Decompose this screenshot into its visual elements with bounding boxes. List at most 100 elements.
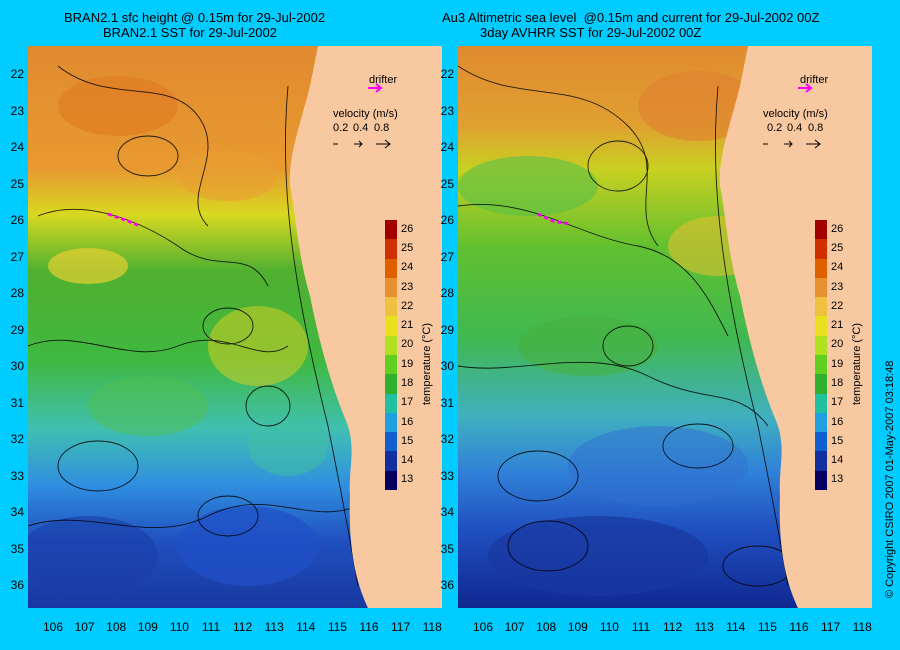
lon-label-right-115: 115: [757, 620, 777, 634]
colorbar-tick-left: 13: [401, 473, 414, 486]
lat-label-left-22: 22: [10, 67, 24, 81]
lon-label-left-106: 106: [42, 620, 64, 634]
colorbar-tick-right: 18: [831, 376, 844, 389]
drifter-track-left: [107, 212, 141, 228]
lat-label-left-23: 23: [10, 103, 24, 118]
colorbar-swatch-left: [385, 220, 397, 240]
colorbar-tick-right: 16: [831, 415, 844, 428]
colorbar-swatch-left: [385, 316, 397, 337]
velocity-legend-arrows-left: [333, 139, 391, 149]
lon-label-left-111: 111: [201, 620, 221, 634]
lat-label-left-28: 28: [10, 286, 24, 300]
lat-label-right-35: 35: [440, 541, 454, 556]
lon-label-left-118: 118: [422, 620, 442, 634]
velocity-scale-left-3: 0.8: [374, 122, 390, 134]
colorbar-tick-left: 14: [401, 454, 414, 467]
lon-label-right-117: 117: [821, 620, 841, 634]
lat-label-left-24: 24: [10, 140, 24, 154]
colorbar-swatch-right: [815, 335, 827, 356]
lat-label-right-32: 32: [440, 432, 454, 446]
lat-label-left-32: 32: [10, 432, 24, 446]
colorbar-tick-left: 23: [401, 280, 414, 293]
lat-label-left-31: 31: [10, 395, 24, 410]
colorbar-swatch-left: [385, 432, 397, 452]
lat-label-right-23: 23: [440, 103, 454, 118]
lon-label-right-107: 107: [504, 620, 525, 634]
colorbar-tick-right: 22: [831, 299, 844, 312]
lon-label-left-110: 110: [169, 620, 189, 634]
colorbar-tick-right: 21: [831, 319, 844, 332]
colorbar-swatch-left: [385, 451, 397, 472]
colorbar-tick-left: 24: [401, 261, 414, 274]
lon-label-right-112: 112: [663, 620, 683, 634]
drifter-label-left: drifter: [369, 74, 398, 86]
colorbar-tick-left: 17: [401, 396, 414, 409]
lat-label-right-25: 25: [440, 176, 454, 191]
colorbar-swatch-right: [815, 277, 827, 298]
velocity-scale-right-3: 0.8: [808, 122, 824, 134]
lat-label-right-36: 36: [440, 578, 454, 592]
lon-label-right-118: 118: [852, 620, 872, 634]
right-title-line2: 3day AVHRR SST for 29-Jul-2002 00Z: [480, 25, 702, 40]
colorbar-swatch-right: [815, 258, 827, 279]
right-sst-map: [458, 46, 872, 608]
lon-label-right-111: 111: [631, 620, 651, 634]
lat-label-left-36: 36: [10, 578, 24, 592]
colorbar-tick-left: 25: [401, 241, 414, 254]
colorbar-swatch-right: [815, 374, 827, 395]
copyright-notice: © Copyright CSIRO 2007 01-May-2007 03:18…: [884, 360, 896, 598]
colorbar-swatch-left: [385, 412, 397, 433]
colorbar-swatch-left: [385, 355, 397, 375]
colorbar-swatch-right: [815, 355, 827, 375]
colorbar-swatch-right: [815, 316, 827, 337]
colorbar-swatch-left: [385, 239, 397, 260]
colorbar-tick-right: 17: [831, 396, 844, 409]
colorbar-swatch-left: [385, 335, 397, 356]
lat-label-right-22: 22: [440, 67, 454, 81]
colorbar-swatch-left: [385, 374, 397, 395]
lat-label-right-24: 24: [440, 140, 454, 154]
colorbar-tick-left: 22: [401, 299, 414, 312]
lon-label-right-110: 110: [599, 620, 619, 634]
lon-label-right-108: 108: [536, 620, 557, 634]
colorbar-swatch-left: [385, 470, 397, 491]
lat-label-right-26: 26: [440, 213, 454, 227]
lat-label-right-31: 31: [440, 395, 454, 410]
lon-label-left-109: 109: [137, 620, 158, 634]
colorbar-tick-right: 13: [831, 473, 844, 486]
velocity-label-left: velocity (m/s): [333, 108, 398, 120]
colorbar-tick-left: 20: [401, 338, 414, 351]
lat-label-left-25: 25: [10, 176, 24, 191]
australia-landmass-right: [719, 46, 872, 608]
colorbar-swatch-left: [385, 258, 397, 279]
lon-label-left-115: 115: [327, 620, 347, 634]
colorbar-tick-right: 26: [831, 222, 844, 235]
lon-label-left-114: 114: [296, 620, 316, 634]
velocity-legend-arrows-right: [763, 139, 821, 149]
lon-label-left-107: 107: [74, 620, 95, 634]
lat-label-left-26: 26: [10, 213, 24, 227]
left-map-panel: [28, 46, 442, 608]
colorbar-tick-right: 19: [831, 357, 844, 370]
colorbar-swatch-left: [385, 277, 397, 298]
velocity-scale-left-1: 0.2: [333, 122, 349, 134]
left-title-line2: BRAN2.1 SST for 29-Jul-2002: [103, 25, 277, 40]
left-sst-map: [28, 46, 442, 608]
left-title-line1: BRAN2.1 sfc height @ 0.15m for 29-Jul-20…: [64, 10, 326, 25]
colorbar-swatch-right: [815, 432, 827, 452]
colorbar-tick-left: 18: [401, 376, 414, 389]
colorbar-tick-left: 21: [401, 319, 414, 332]
colorbar-swatch-right: [815, 297, 827, 317]
colorbar-tick-left: 15: [401, 434, 414, 447]
lon-label-right-114: 114: [726, 620, 746, 634]
colorbar-tick-right: 14: [831, 454, 844, 467]
colorbar-title-right: temperature (°C): [851, 322, 863, 405]
colorbar-tick-right: 20: [831, 338, 844, 351]
colorbar-swatch-right: [815, 239, 827, 260]
lon-label-left-113: 113: [264, 620, 284, 634]
lon-label-right-116: 116: [789, 620, 809, 634]
colorbar-swatch-left: [385, 393, 397, 414]
colorbar-swatch-right: [815, 393, 827, 414]
velocity-label-right: velocity (m/s): [763, 108, 828, 120]
lat-label-right-30: 30: [440, 359, 454, 373]
